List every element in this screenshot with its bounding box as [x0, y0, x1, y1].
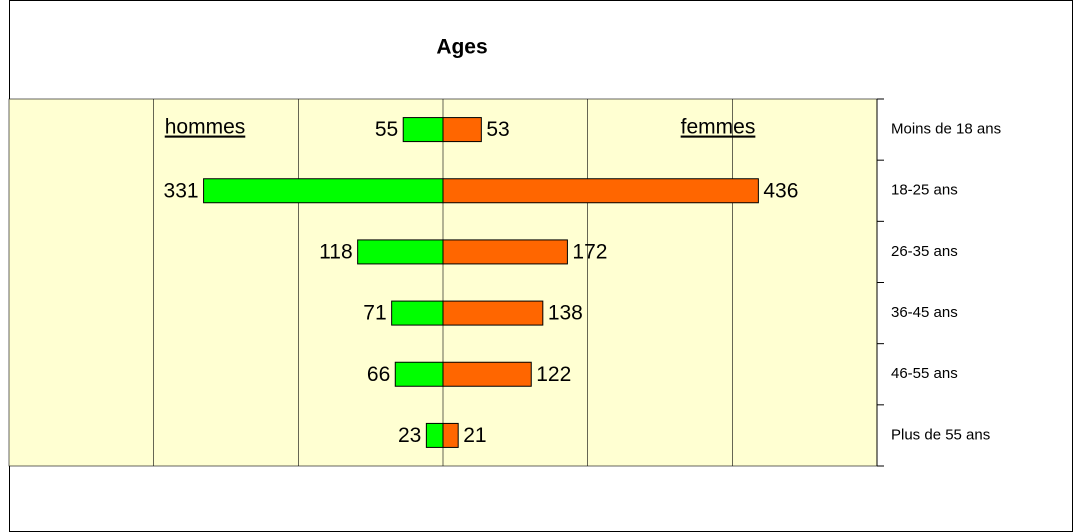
value-label: 23 — [398, 424, 421, 447]
value-label: 172 — [572, 240, 607, 263]
category-label: 18-25 ans — [891, 182, 958, 199]
bar — [357, 239, 444, 265]
legend-label: femmes — [681, 116, 756, 139]
bar — [442, 178, 759, 204]
value-label: 118 — [319, 240, 352, 263]
value-label: 138 — [548, 302, 583, 325]
bar — [442, 300, 544, 326]
value-label: 71 — [363, 302, 386, 325]
bar — [442, 239, 568, 265]
bar — [391, 300, 444, 326]
value-label: 53 — [486, 118, 509, 141]
bar — [442, 361, 532, 387]
bar — [425, 422, 444, 448]
category-label: 36-45 ans — [891, 304, 958, 321]
bar — [402, 117, 444, 143]
value-label: 21 — [463, 424, 486, 447]
chart-title: Ages — [436, 36, 487, 59]
bar — [394, 361, 444, 387]
bar — [203, 178, 444, 204]
category-label: Moins de 18 ans — [891, 121, 1001, 138]
bar — [442, 117, 482, 143]
category-label: 26-35 ans — [891, 243, 958, 260]
value-label: 436 — [763, 179, 798, 202]
value-label: 122 — [536, 363, 571, 386]
bar — [442, 422, 459, 448]
category-label: Plus de 55 ans — [891, 426, 990, 443]
value-label: 66 — [367, 363, 390, 386]
value-label: 331 — [164, 179, 199, 202]
category-label: 46-55 ans — [891, 365, 958, 382]
legend-label: hommes — [165, 116, 246, 139]
value-label: 55 — [375, 118, 398, 141]
